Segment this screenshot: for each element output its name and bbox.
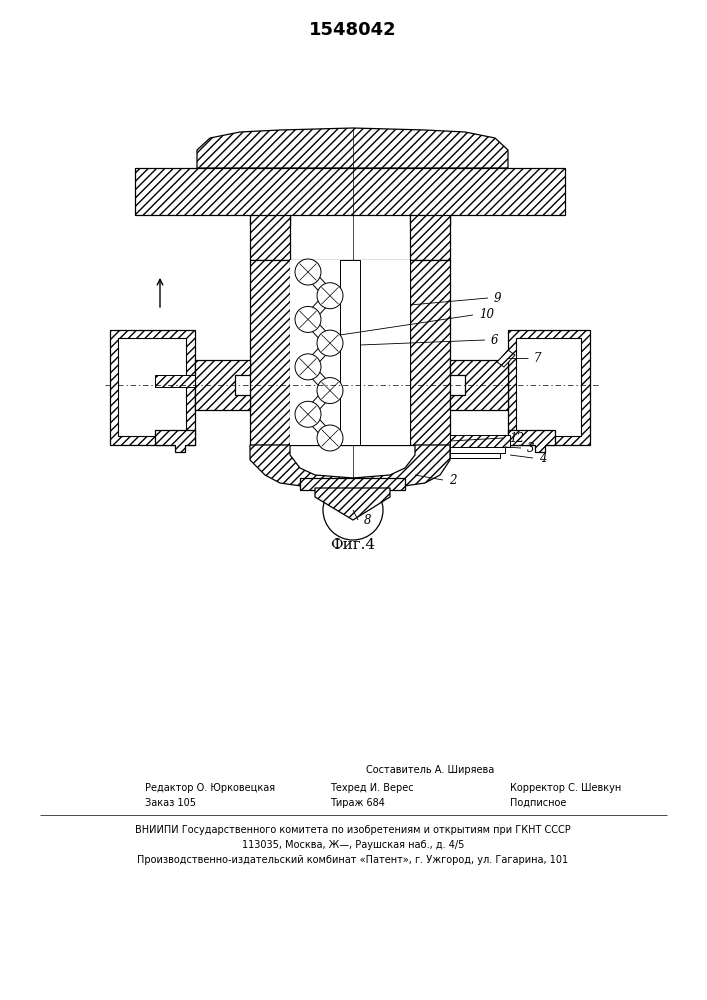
Polygon shape bbox=[290, 260, 410, 445]
Polygon shape bbox=[135, 168, 565, 225]
Text: 3: 3 bbox=[527, 442, 534, 454]
Polygon shape bbox=[410, 215, 450, 260]
Polygon shape bbox=[508, 330, 590, 445]
Circle shape bbox=[295, 354, 321, 380]
Circle shape bbox=[295, 259, 321, 285]
Text: Редактор О. Юрковецкая: Редактор О. Юрковецкая bbox=[145, 783, 275, 793]
Text: 1548042: 1548042 bbox=[309, 21, 397, 39]
Polygon shape bbox=[450, 447, 505, 453]
Text: Техред И. Верес: Техред И. Верес bbox=[330, 783, 414, 793]
Text: 9: 9 bbox=[494, 292, 501, 304]
Polygon shape bbox=[410, 260, 450, 445]
Polygon shape bbox=[118, 338, 186, 436]
Circle shape bbox=[317, 330, 343, 356]
Polygon shape bbox=[450, 435, 510, 447]
Polygon shape bbox=[155, 430, 195, 452]
Polygon shape bbox=[450, 453, 500, 458]
Polygon shape bbox=[250, 445, 450, 490]
Text: ВНИИПИ Государственного комитета по изобретениям и открытиям при ГКНТ СССР: ВНИИПИ Государственного комитета по изоб… bbox=[135, 825, 571, 835]
Text: 8: 8 bbox=[364, 514, 371, 526]
Polygon shape bbox=[197, 128, 508, 168]
Polygon shape bbox=[508, 430, 555, 452]
Text: 4: 4 bbox=[539, 452, 547, 464]
Circle shape bbox=[323, 480, 383, 540]
Polygon shape bbox=[155, 375, 195, 387]
Text: 12: 12 bbox=[509, 432, 524, 444]
Circle shape bbox=[295, 401, 321, 427]
Text: Составитель А. Ширяева: Составитель А. Ширяева bbox=[366, 765, 494, 775]
Circle shape bbox=[317, 283, 343, 309]
Polygon shape bbox=[450, 360, 508, 410]
Polygon shape bbox=[315, 488, 390, 520]
Text: 113035, Москва, Ж—̵, Раушская наб., д. 4/5: 113035, Москва, Ж—̵, Раушская наб., д. 4… bbox=[242, 840, 464, 850]
Polygon shape bbox=[195, 360, 250, 410]
Text: Корректор С. Шевкун: Корректор С. Шевкун bbox=[510, 783, 621, 793]
Polygon shape bbox=[250, 215, 290, 260]
Circle shape bbox=[317, 378, 343, 404]
Circle shape bbox=[295, 306, 321, 332]
Polygon shape bbox=[110, 330, 195, 445]
Text: 7: 7 bbox=[534, 352, 542, 364]
Text: 6: 6 bbox=[491, 334, 498, 347]
Polygon shape bbox=[290, 260, 410, 445]
Text: Производственно-издательский комбинат «Патент», г. Ужгород, ул. Гагарина, 101: Производственно-издательский комбинат «П… bbox=[137, 855, 568, 865]
Polygon shape bbox=[340, 260, 360, 445]
Text: Подписное: Подписное bbox=[510, 798, 566, 808]
Polygon shape bbox=[250, 260, 290, 445]
Text: Заказ 105: Заказ 105 bbox=[145, 798, 196, 808]
Text: Тираж 684: Тираж 684 bbox=[330, 798, 385, 808]
Polygon shape bbox=[300, 478, 405, 490]
Polygon shape bbox=[516, 338, 581, 436]
Polygon shape bbox=[497, 350, 515, 367]
Circle shape bbox=[317, 425, 343, 451]
Text: 10: 10 bbox=[479, 308, 494, 322]
Text: 2: 2 bbox=[449, 474, 457, 487]
Text: Фиг.4: Фиг.4 bbox=[330, 538, 375, 552]
Polygon shape bbox=[290, 260, 340, 445]
